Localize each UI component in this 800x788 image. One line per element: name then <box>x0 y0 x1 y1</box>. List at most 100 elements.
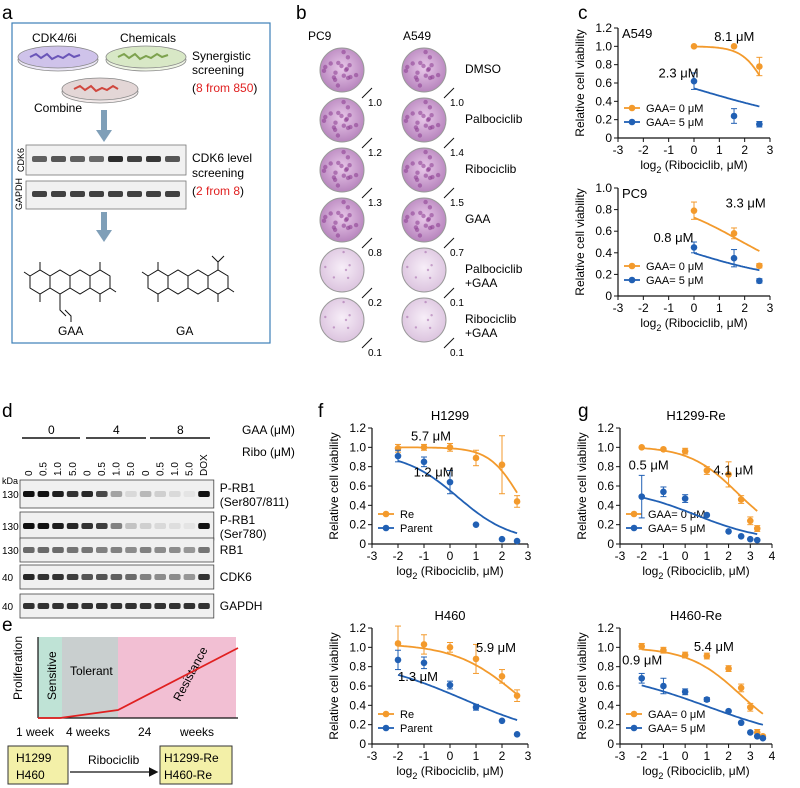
colony-dish-a549 <box>401 197 447 243</box>
colony-dot <box>341 73 346 78</box>
data-point <box>703 511 711 519</box>
y-tick-label: 1.0 <box>597 640 614 654</box>
relative-colony-value: 0.1 <box>450 298 464 309</box>
blot-band <box>81 523 93 529</box>
time-label-4weeks: 4 weeks <box>66 725 110 739</box>
colony-dot <box>323 64 328 70</box>
colony-dot <box>345 55 351 60</box>
compound-label-ga: GA <box>176 324 193 338</box>
colony-dot <box>421 213 426 219</box>
relative-colony-value: 1.4 <box>450 148 464 159</box>
data-point <box>703 696 711 703</box>
blot-band <box>23 603 35 609</box>
dish-divider <box>361 187 373 199</box>
blot-band <box>96 574 108 580</box>
colony-dot <box>336 110 341 116</box>
data-point <box>746 729 754 736</box>
colony-dot <box>421 113 426 119</box>
gapdh-band <box>146 191 161 197</box>
y-tick-label: 0.6 <box>349 679 366 693</box>
colony-dot <box>347 213 352 218</box>
parent-cell-box <box>7 745 69 785</box>
colony-dot <box>414 326 418 329</box>
colony-dot <box>417 133 423 138</box>
data-point <box>730 254 738 262</box>
x-tick-label: 2 <box>725 549 732 563</box>
x-tick-label: 2 <box>499 749 506 763</box>
relative-colony-value: 1.3 <box>368 198 382 209</box>
colony-dot <box>344 318 348 322</box>
colony-dot <box>424 250 427 254</box>
data-point <box>730 43 738 50</box>
colony-dot <box>429 163 434 168</box>
colony-dot <box>348 314 351 317</box>
y-axis-title: Relative cell viability <box>327 432 341 539</box>
legend-marker <box>630 724 638 732</box>
ribo-dose-tick: 0 <box>82 470 93 476</box>
blot-band <box>66 491 79 497</box>
resistant-cell-h460re: H460-Re <box>164 768 212 782</box>
fit-curve-1 <box>641 496 758 535</box>
blot-band <box>110 547 123 553</box>
blot-band <box>169 603 181 609</box>
flow-arrow-2-head-icon <box>96 230 112 242</box>
x-tick-label: 3 <box>747 749 754 763</box>
gapdh-bands <box>32 191 180 197</box>
treatment-label: Ribociclib <box>465 162 517 176</box>
colony-dot <box>430 174 435 180</box>
x-tick-label: 4 <box>769 749 776 763</box>
y-axis-title: Relative cell viability <box>327 632 341 739</box>
fit-curve-1 <box>693 87 760 108</box>
colony-dot <box>333 170 338 175</box>
colony-dot <box>430 314 433 317</box>
data-point <box>420 458 428 466</box>
colony-dot <box>332 326 336 329</box>
cdk6-band <box>146 156 161 162</box>
colony-dot <box>415 170 420 175</box>
blot-band <box>183 547 196 553</box>
colony-dot <box>339 63 344 69</box>
legend-label: GAA= 5 μM <box>648 523 705 535</box>
resistant-cell-box <box>159 745 233 785</box>
dish-label-chemicals: Chemicals <box>120 31 176 45</box>
colony-dot <box>339 213 344 219</box>
ic50-annotation: 0.5 μM <box>629 458 669 473</box>
ic50-annotation: 5.9 μM <box>476 640 516 655</box>
data-point <box>513 498 521 505</box>
panel-letter-f: f <box>318 401 324 422</box>
colony-dot <box>347 163 352 168</box>
data-point <box>690 43 698 50</box>
blot-band <box>52 547 64 553</box>
x-tick-label: 0 <box>682 749 689 763</box>
blot-band <box>139 523 152 529</box>
ribo-dose-tick: 1.0 <box>53 462 64 476</box>
x-tick-label: 1 <box>716 143 723 157</box>
ic50-annotation: 0.9 μM <box>622 653 662 668</box>
colony-dot <box>344 216 350 222</box>
kda-marker: 130 <box>2 490 19 501</box>
cdk6-band <box>127 156 142 162</box>
blot-band <box>37 523 50 529</box>
y-tick-label: 0.2 <box>595 267 612 281</box>
colony-dot <box>426 268 430 272</box>
treatment-label: DMSO <box>465 62 501 76</box>
legend-marker <box>382 510 390 518</box>
x-tick-label: 1 <box>473 749 480 763</box>
colony-dot <box>345 205 351 210</box>
dish-divider <box>361 137 373 149</box>
blot-band <box>125 491 137 497</box>
blot-band <box>125 547 137 553</box>
x-tick-label: -3 <box>615 549 626 563</box>
cdk6-level-count-line: (2 from 8) <box>192 184 244 198</box>
legend-label: GAA= 0 μM <box>646 261 703 273</box>
y-tick-label: 0.4 <box>595 246 612 260</box>
x-tick-label: -1 <box>663 301 674 315</box>
colony-dot <box>423 173 428 178</box>
x-tick-label: 3 <box>525 749 532 763</box>
colony-dot <box>345 105 351 110</box>
ic50-annotation: 4.1 μM <box>713 462 753 477</box>
blot-band <box>154 603 166 609</box>
colony-dot <box>435 72 441 78</box>
y-axis-title: Relative cell viability <box>573 188 587 295</box>
combine-label: Combine <box>34 101 82 115</box>
